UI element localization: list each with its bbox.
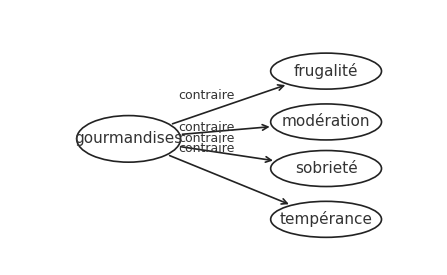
Ellipse shape <box>271 201 381 237</box>
Ellipse shape <box>271 104 381 140</box>
Text: modération: modération <box>282 114 370 130</box>
Text: tempérance: tempérance <box>279 211 373 227</box>
Ellipse shape <box>271 150 381 186</box>
Text: contraire: contraire <box>178 132 235 145</box>
Text: contraire: contraire <box>178 142 235 155</box>
Text: contraire: contraire <box>178 121 235 134</box>
Ellipse shape <box>271 53 381 89</box>
Text: gourmandises: gourmandises <box>75 131 183 146</box>
Text: frugalité: frugalité <box>294 63 358 79</box>
Text: contraire: contraire <box>178 89 235 102</box>
Ellipse shape <box>77 116 181 162</box>
Text: sobrieté: sobrieté <box>295 161 358 176</box>
